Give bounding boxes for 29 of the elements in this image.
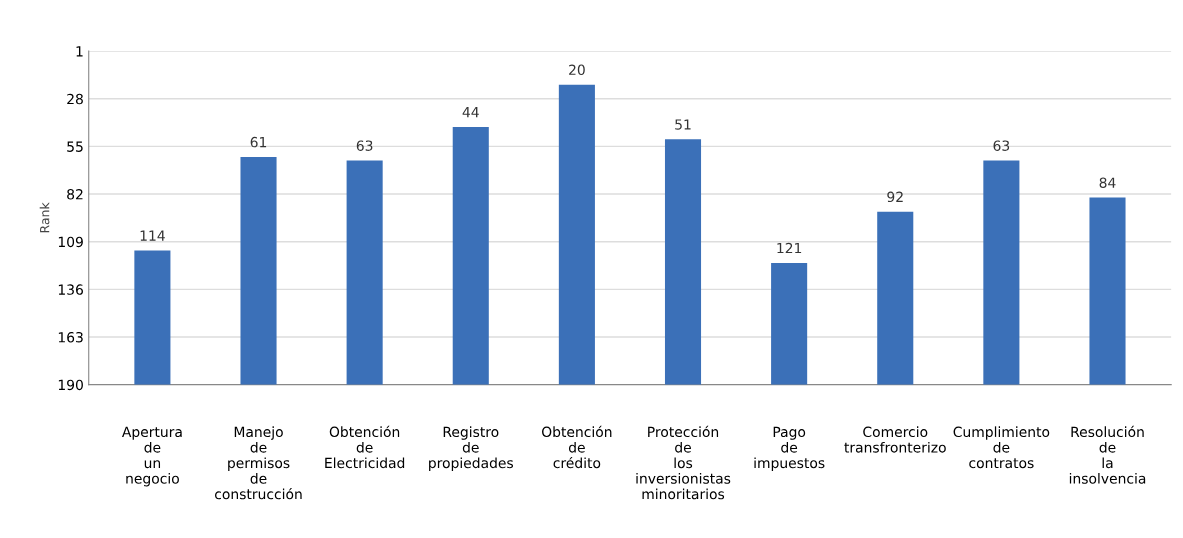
y-axis-title: Rank (39, 202, 50, 233)
y-tick-label: 109 (58, 236, 83, 248)
x-tick-label: Pago de impuestos (754, 426, 825, 471)
y-tick-label: 190 (58, 379, 83, 391)
data-label: 63 (993, 140, 1010, 151)
x-tick-label: Obtención de crédito (542, 425, 612, 469)
x-tick-label: Manejo de permisos de construcción (215, 426, 302, 500)
data-label: 84 (1099, 177, 1116, 188)
x-tick-label: Protección de los inversionistas minoritarios (636, 425, 731, 500)
y-tick-label: 163 (58, 331, 83, 343)
x-tick-label: Cumplimiento de contratos (953, 426, 1050, 469)
y-tick-label: 136 (58, 284, 83, 295)
x-tick-label: Registro de propiedades (429, 426, 514, 471)
data-label: 63 (356, 140, 373, 151)
y-tick-label: 28 (67, 93, 83, 105)
x-tick-label: Comercio transfronterizo (844, 426, 946, 453)
data-label: 114 (140, 230, 165, 241)
x-tick-label: Apertura de un negocio (121, 426, 182, 487)
y-tick-label: 1 (76, 46, 83, 57)
data-label: 92 (887, 191, 903, 203)
data-label: 51 (675, 119, 691, 130)
data-label: 61 (250, 136, 267, 148)
data-label: 20 (569, 64, 585, 76)
x-tick-label: Obtención de Electricidad (325, 425, 405, 469)
data-label: 44 (462, 107, 479, 118)
data-label: 121 (777, 242, 802, 254)
x-tick-label: Resolución de la insolvencia (1069, 425, 1146, 484)
y-tick-label: 55 (67, 141, 83, 152)
y-tick-label: 82 (67, 189, 83, 200)
